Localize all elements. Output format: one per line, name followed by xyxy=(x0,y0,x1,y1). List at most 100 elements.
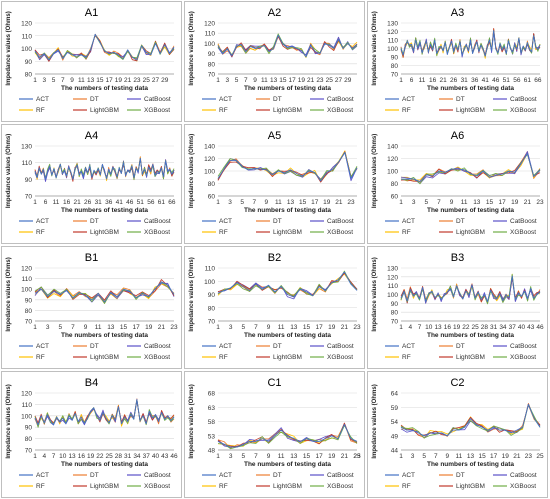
legend-label: RF xyxy=(219,229,228,236)
x-tick-label: 23 xyxy=(525,453,533,460)
y-tick-label: 53 xyxy=(208,433,216,440)
legend-label: DT xyxy=(90,472,99,479)
x-tick-label: 7 xyxy=(254,453,258,460)
y-tick-label: 100 xyxy=(21,287,32,294)
x-axis-label: The numbers of testing data xyxy=(61,461,148,468)
x-tick-label: 46 xyxy=(170,453,178,460)
x-tick-label: 25 xyxy=(326,77,334,84)
x-tick-label: 9 xyxy=(267,324,271,331)
legend-label: XGBoost xyxy=(510,107,536,114)
x-tick-label: 23 xyxy=(353,324,361,331)
x-axis-label: The numbers of testing data xyxy=(427,461,514,468)
x-tick-label: 19 xyxy=(323,199,331,206)
x-tick-label: 3 xyxy=(412,199,416,206)
x-tick-label: 61 xyxy=(158,199,166,206)
legend-label: LightGBM xyxy=(273,107,302,114)
x-tick-label: 11 xyxy=(78,77,85,84)
y-tick-label: 44 xyxy=(391,448,399,455)
x-tick-label: 41 xyxy=(482,77,490,84)
y-tick-label: 100 xyxy=(387,169,398,176)
legend-label: LightGBM xyxy=(90,229,119,236)
legend-label: RF xyxy=(402,229,411,236)
x-tick-label: 3 xyxy=(42,77,46,84)
legend-label: CatBoost xyxy=(510,472,537,479)
y-tick-label: 120 xyxy=(21,391,32,398)
y-tick-label: 80 xyxy=(391,63,399,70)
x-tick-label: 5 xyxy=(235,77,239,84)
y-tick-label: 110 xyxy=(388,38,399,45)
y-axis-label: Impedance values (Ohms) xyxy=(6,11,12,85)
x-tick-label: 31 xyxy=(124,453,132,460)
x-tick-label: 23 xyxy=(347,199,355,206)
x-tick-label: 7 xyxy=(437,199,441,206)
x-tick-label: 11 xyxy=(95,324,102,331)
x-tick-label: 13 xyxy=(467,453,475,460)
series-line-xgboost xyxy=(400,404,541,439)
x-tick-label: 7 xyxy=(418,324,422,331)
y-tick-label: 120 xyxy=(204,156,215,163)
y-tick-label: 80 xyxy=(391,310,399,317)
x-tick-label: 5 xyxy=(52,77,56,84)
chart-title: A4 xyxy=(85,130,98,142)
x-axis-label: The numbers of testing data xyxy=(427,207,514,214)
x-tick-label: 31 xyxy=(490,324,498,331)
legend-label: RF xyxy=(402,483,411,490)
series-line-lightgbm xyxy=(217,422,358,448)
y-tick-label: 100 xyxy=(204,279,215,286)
series-line-lightgbm xyxy=(217,36,358,58)
y-tick-label: 90 xyxy=(25,425,33,432)
legend-label: LightGBM xyxy=(456,483,485,490)
y-tick-label: 100 xyxy=(21,46,32,53)
legend-label: LightGBM xyxy=(456,229,485,236)
x-tick-label: 9 xyxy=(446,453,450,460)
y-tick-label: 110 xyxy=(205,266,216,273)
x-tick-label: 17 xyxy=(132,324,140,331)
x-tick-label: 13 xyxy=(68,453,76,460)
x-tick-label: 4 xyxy=(42,453,46,460)
x-tick-label: 16 xyxy=(63,199,71,206)
series-line-act xyxy=(217,423,358,448)
x-tick-label: 40 xyxy=(518,324,526,331)
legend-label: RF xyxy=(219,483,228,490)
x-tick-label: 1 xyxy=(216,324,220,331)
x-tick-label: 29 xyxy=(344,77,352,84)
panel-border xyxy=(184,1,365,122)
legend-label: XGBoost xyxy=(327,354,353,361)
x-tick-label: 16 xyxy=(429,77,437,84)
legend-label: ACT xyxy=(219,218,232,225)
legend-label: CatBoost xyxy=(327,218,354,225)
x-tick-label: 26 xyxy=(450,77,458,84)
y-tick-label: 90 xyxy=(25,297,33,304)
x-tick-label: 16 xyxy=(78,453,86,460)
panel-border xyxy=(367,371,548,498)
legend-label: CatBoost xyxy=(144,343,171,350)
x-tick-label: 7 xyxy=(61,77,65,84)
x-tick-label: 26 xyxy=(84,199,92,206)
y-tick-label: 48 xyxy=(208,448,216,455)
chart-title: B1 xyxy=(85,252,98,264)
y-tick-label: 59 xyxy=(391,405,399,412)
y-tick-label: 60 xyxy=(391,194,399,201)
x-axis-label: The numbers of testing data xyxy=(61,207,148,214)
y-tick-label: 90 xyxy=(208,51,216,58)
x-tick-label: 1 xyxy=(33,453,37,460)
panel-border xyxy=(1,371,182,498)
x-tick-label: 34 xyxy=(499,324,507,331)
x-tick-label: 11 xyxy=(419,77,426,84)
x-tick-label: 21 xyxy=(158,324,166,331)
legend-label: RF xyxy=(402,107,411,114)
x-tick-label: 13 xyxy=(290,453,298,460)
x-tick-label: 56 xyxy=(513,77,521,84)
legend-label: XGBoost xyxy=(510,229,536,236)
x-tick-label: 9 xyxy=(265,199,269,206)
x-tick-label: 21 xyxy=(513,453,521,460)
y-tick-label: 68 xyxy=(208,391,216,398)
legend-label: ACT xyxy=(36,472,49,479)
legend-label: RF xyxy=(402,354,411,361)
panel-border xyxy=(367,124,548,244)
x-tick-label: 5 xyxy=(422,453,426,460)
x-tick-label: 19 xyxy=(328,453,336,460)
